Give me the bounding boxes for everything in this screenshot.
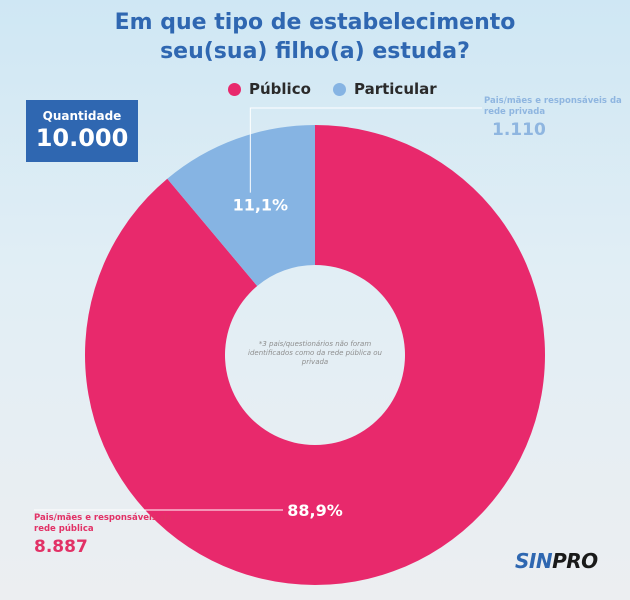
sinpro-logo: SINPRO <box>507 543 607 588</box>
private-callout-value: 1.110 <box>492 120 546 140</box>
chart-title-line2: seu(sua) filho(a) estuda? <box>160 39 470 64</box>
legend-label-particular: Particular <box>354 80 437 98</box>
slice-label-particular: 11,1% <box>233 196 289 215</box>
chart-title: Em que tipo de estabelecimento seu(sua) … <box>0 8 630 66</box>
legend-item-particular: Particular <box>333 80 437 98</box>
quantity-value: 10.000 <box>35 124 129 152</box>
slice-p-blico <box>84 125 545 585</box>
logo-wordmark: SINPRO <box>515 549 598 573</box>
legend-item-publico: Público <box>228 80 311 98</box>
chart-title-line1: Em que tipo de estabelecimento <box>114 10 516 35</box>
private-callout-text: Pais/mães e responsáveis da rede privada <box>484 96 622 117</box>
public-callout-text: Pais/mães e responsáveis da rede pública <box>34 513 172 534</box>
legend-swatch-publico <box>228 82 241 96</box>
legend-swatch-particular <box>333 82 346 96</box>
logo-prefix: SIN <box>515 549 553 573</box>
legend-label-publico: Público <box>249 80 311 98</box>
slice-label-p-blico: 88,9% <box>287 501 343 520</box>
logo-suffix: PRO <box>552 549 598 573</box>
public-callout-value: 8.887 <box>34 537 88 557</box>
slice-particular <box>167 125 315 287</box>
legend: Público Particular <box>0 80 630 100</box>
center-footnote: *3 pais/questionários não foram identifi… <box>248 340 382 366</box>
quantity-label: Quantidade <box>42 109 122 123</box>
quantity-box: Quantidade 10.000 <box>26 100 138 162</box>
leader-line-private <box>249 107 482 193</box>
